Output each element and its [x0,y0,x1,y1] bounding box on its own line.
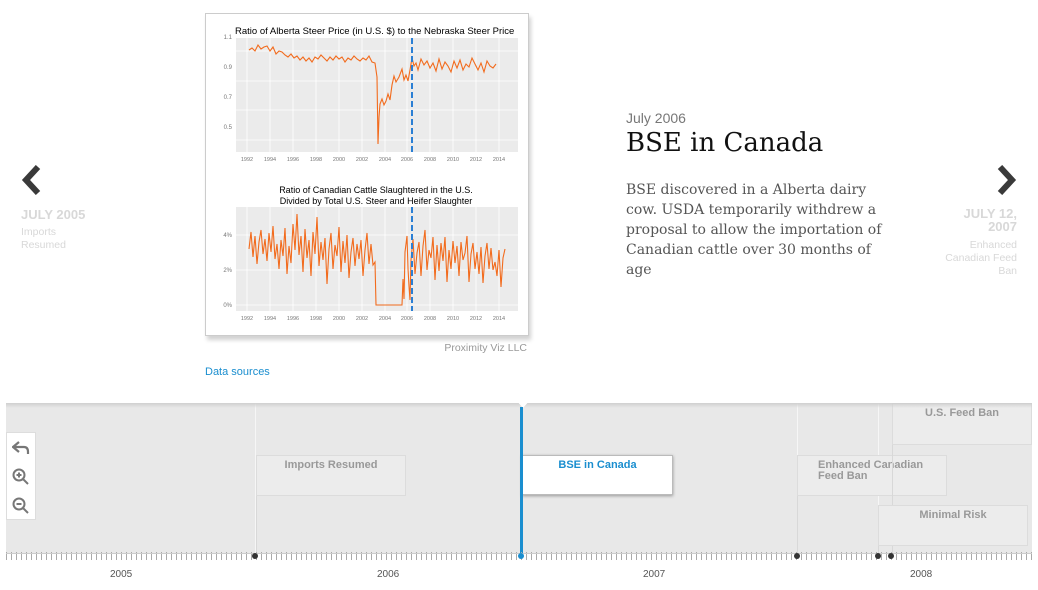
timeline-dot[interactable] [875,553,881,559]
timeline-divider [255,403,256,553]
chart1-title: Ratio of Alberta Steer Price (in U.S. $)… [235,26,514,37]
timeline-marker-minimal-risk[interactable]: Minimal Risk [878,505,1028,546]
zoom-out-icon[interactable] [7,491,35,520]
slide-date: July 2006 [626,110,686,126]
timeline-dot[interactable] [794,553,800,559]
chart2-xtick: 2004 [379,316,391,322]
chart1-xtick: 2014 [493,157,505,163]
chart2-xtick: 1994 [264,316,276,322]
timeline-dot[interactable] [252,553,258,559]
previous-slide-date[interactable]: JULY 2005 [21,207,86,222]
chart1-xtick: 1992 [241,157,253,163]
timeline-year-label: 2006 [377,569,400,580]
chart1-xtick: 2004 [379,157,391,163]
chart1-ytick: 1.1 [224,35,233,41]
chart1-xtick: 2002 [356,157,368,163]
chart1-xtick: 2012 [470,157,482,163]
timeline-current-position-line [520,407,523,555]
chart1-xtick: 1994 [264,157,276,163]
chart2-series-line [248,213,506,306]
timeline-year-label: 2007 [643,569,666,580]
chart1-xtick: 2008 [424,157,436,163]
chart1-ytick: 0.7 [224,95,233,101]
timeline-marker-enhanced-canadian-feed-ban[interactable]: Enhanced Canadian Feed Ban [797,455,947,496]
timeline-dot-active[interactable] [518,553,524,559]
image-credit: Proximity Viz LLC [444,342,527,354]
charts-image: Ratio of Alberta Steer Price (in U.S. $)… [223,26,518,322]
chart2-ytick: 2% [223,268,232,274]
figure-panel: Ratio of Alberta Steer Price (in U.S. $)… [205,13,529,336]
chart2-ytick: 4% [223,233,232,239]
timeline-marker-bse-in-canada[interactable]: BSE in Canada [522,455,673,495]
timeline-zoom-controls [6,432,36,520]
next-slide-arrow[interactable] [996,165,1018,195]
chart1-xtick: 1996 [287,157,299,163]
zoom-in-icon[interactable] [7,462,35,491]
next-slide-title[interactable]: Enhanced Canadian Feed Ban [945,239,1017,277]
previous-slide-arrow[interactable] [20,165,42,195]
chart2-xtick: 2002 [356,316,368,322]
timeline-marker-imports-resumed[interactable]: Imports Resumed [256,455,406,496]
chart1-xtick: 2000 [333,157,345,163]
slide-headline: BSE in Canada [626,128,824,158]
timeline-navigation[interactable]: Imports Resumed BSE in Canada Enhanced C… [6,403,1032,553]
chart1-series-line [248,43,497,145]
chart1-ytick: 0.9 [224,65,233,71]
chart2-xtick: 2014 [493,316,505,322]
chart1-ytick: 0.5 [224,125,233,131]
chart2-xtick: 1998 [310,316,322,322]
chart2-xtick: 1992 [241,316,253,322]
chart2-xtick: 2000 [333,316,345,322]
next-slide-date[interactable]: JULY 12, 2007 [963,206,1018,234]
timeline-dot[interactable] [888,553,894,559]
chart1-xtick: 2006 [401,157,413,163]
timeline-current-notch [516,400,530,408]
timeline-year-label: 2005 [110,569,133,580]
timeline-year-label: 2008 [910,569,933,580]
chart2-xtick: 1996 [287,316,299,322]
chart1-xtick: 2010 [447,157,459,163]
slide-description: BSE discovered in a Alberta dairy cow. U… [626,182,882,278]
chart2-xtick: 2010 [447,316,459,322]
timeline-marker-us-feed-ban[interactable]: U.S. Feed Ban [892,403,1032,445]
chart1-xtick: 1998 [310,157,322,163]
previous-slide-title[interactable]: Imports Resumed [21,226,66,251]
data-sources-link[interactable]: Data sources [205,366,270,378]
chart2-ytick: 0% [223,303,232,309]
chart2-xtick: 2012 [470,316,482,322]
chart2-xtick: 2006 [401,316,413,322]
back-arrow-icon[interactable] [7,433,35,462]
chart2-title-line1: Ratio of Canadian Cattle Slaughtered in … [279,185,473,195]
chart2-xtick: 2008 [424,316,436,322]
chart2-title-line2: Divided by Total U.S. Steer and Heifer S… [280,196,472,206]
